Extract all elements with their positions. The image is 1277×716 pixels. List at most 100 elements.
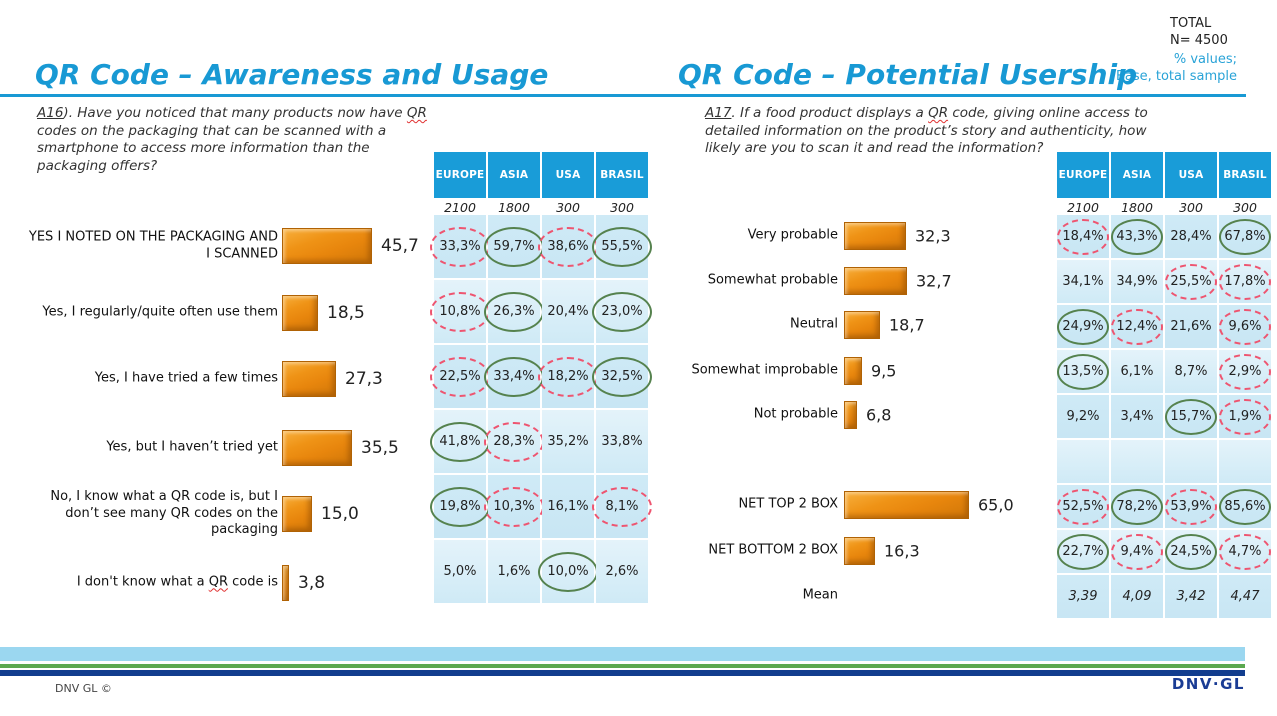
significance-oval-low xyxy=(538,226,598,267)
bar-value-label: 18,5 xyxy=(327,303,365,323)
chart-category-label: NET TOP 2 BOX xyxy=(738,496,838,512)
table-cell xyxy=(1165,440,1217,483)
significance-oval-low xyxy=(1165,263,1217,300)
question-number: A17 xyxy=(705,105,732,121)
table-cell: 3,39 xyxy=(1057,575,1109,618)
significance-oval-high xyxy=(1111,488,1163,525)
table-cell: 18,4% xyxy=(1057,215,1109,258)
table-cell: 24,5% xyxy=(1165,530,1217,573)
table-cell: 21,6% xyxy=(1165,305,1217,348)
table-cell: 2,6% xyxy=(596,540,648,603)
table-cell: 2,9% xyxy=(1219,350,1271,393)
table-cell: 3,4% xyxy=(1111,395,1163,438)
table-cell: 5,0% xyxy=(434,540,486,603)
significance-oval-low xyxy=(430,226,490,267)
table-cell: 1,9% xyxy=(1219,395,1271,438)
significance-oval-high xyxy=(538,551,598,592)
spellcheck-squiggle: QR xyxy=(406,105,427,121)
significance-oval-high xyxy=(1165,533,1217,570)
bar-value-label: 16,3 xyxy=(884,541,920,561)
bar-value-label: 32,3 xyxy=(915,226,951,246)
significance-oval-high xyxy=(484,356,544,397)
bar-value-label: 18,7 xyxy=(889,315,925,335)
significance-oval-low xyxy=(1219,398,1271,435)
table-cell: 33,3% xyxy=(430,215,490,278)
significance-oval-low xyxy=(1219,263,1271,300)
values-note-line2: Base, total sample xyxy=(1115,69,1237,84)
significance-oval-low xyxy=(430,291,490,332)
left-chart-title: QR Code – Awareness and Usage xyxy=(35,58,549,91)
significance-oval-high xyxy=(1219,488,1271,525)
table-cell: 41,8% xyxy=(430,410,490,473)
table-cell: 19,8% xyxy=(430,475,490,538)
table-cell: 9,4% xyxy=(1111,530,1163,573)
table-base-cell: 300 xyxy=(556,200,580,215)
chart-category-label: Yes, I regularly/quite often use them xyxy=(42,304,278,320)
table-base-cell: 300 xyxy=(1179,200,1203,215)
chart-category-label: Yes, but I haven’t tried yet xyxy=(106,439,278,455)
values-note-line1: % values; xyxy=(1173,52,1237,67)
table-base-cell: 1800 xyxy=(498,200,530,215)
table-cell: 33,8% xyxy=(596,410,648,473)
table-cell: 34,9% xyxy=(1111,260,1163,303)
table-cell: 10,3% xyxy=(484,475,544,538)
bar-value-label: 27,3 xyxy=(345,369,383,389)
significance-oval-high xyxy=(1057,353,1109,390)
table-cell: 23,0% xyxy=(592,280,652,343)
table-cell: 38,6% xyxy=(538,215,598,278)
chart-category-label: Not probable xyxy=(753,406,838,422)
significance-oval-low xyxy=(538,356,598,397)
table-header-cell: USA xyxy=(1165,152,1217,198)
table-cell: 28,4% xyxy=(1165,215,1217,258)
bar xyxy=(282,361,336,397)
significance-oval-high xyxy=(1219,218,1271,255)
table-base-cell: 1800 xyxy=(1121,200,1153,215)
table-base-cell: 300 xyxy=(1233,200,1257,215)
table-cell: 85,6% xyxy=(1219,485,1271,528)
bar xyxy=(282,430,352,466)
table-cell: 4,09 xyxy=(1111,575,1163,618)
significance-oval-low xyxy=(1111,308,1163,345)
chart-category-label: No, I know what a QR code is, but I don’… xyxy=(50,489,278,538)
significance-oval-low xyxy=(484,421,544,462)
title-underline-rule xyxy=(0,94,1246,97)
footer-stripe-green xyxy=(0,664,1245,668)
bar-value-label: 3,8 xyxy=(298,573,326,593)
bar xyxy=(282,496,312,532)
table-base-cell: 2100 xyxy=(444,200,476,215)
table-cell: 15,7% xyxy=(1165,395,1217,438)
significance-oval-low xyxy=(1219,353,1271,390)
table-cell: 25,5% xyxy=(1165,260,1217,303)
question-number: A16 xyxy=(37,105,64,121)
significance-oval-low xyxy=(1165,488,1217,525)
significance-oval-low xyxy=(1111,533,1163,570)
right-chart-title: QR Code – Potential Usership xyxy=(678,58,1138,91)
bar xyxy=(844,537,875,565)
bar xyxy=(282,228,372,264)
chart-category-label: YES I NOTED ON THE PACKAGING AND I SCANN… xyxy=(28,229,278,261)
table-cell: 4,7% xyxy=(1219,530,1271,573)
left-question-text: A16). Have you noticed that many product… xyxy=(37,105,427,174)
chart-category-label: Yes, I have tried a few times xyxy=(94,370,278,386)
table-cell: 18,2% xyxy=(538,345,598,408)
chart-category-label: NET BOTTOM 2 BOX xyxy=(708,542,838,558)
table-cell: 22,7% xyxy=(1057,530,1109,573)
bar xyxy=(282,565,289,601)
dnv-gl-logo: DNV·GL xyxy=(1171,675,1245,693)
chart-category-label: I don't know what a QR code is xyxy=(76,574,278,590)
spellcheck-squiggle: QR xyxy=(928,105,949,121)
significance-oval-high xyxy=(1165,398,1217,435)
bar-value-label: 35,5 xyxy=(361,438,399,458)
significance-oval-low xyxy=(1219,533,1271,570)
bar-value-label: 45,7 xyxy=(381,236,419,256)
table-cell: 13,5% xyxy=(1057,350,1109,393)
footer-stripe-navy xyxy=(0,670,1245,676)
table-cell: 55,5% xyxy=(592,215,652,278)
bar xyxy=(844,491,969,519)
spellcheck-squiggle: QR xyxy=(208,574,228,590)
table-cell: 12,4% xyxy=(1111,305,1163,348)
bar-value-label: 6,8 xyxy=(866,405,892,425)
footer-stripe-lightblue xyxy=(0,647,1245,661)
table-cell xyxy=(1219,440,1271,483)
